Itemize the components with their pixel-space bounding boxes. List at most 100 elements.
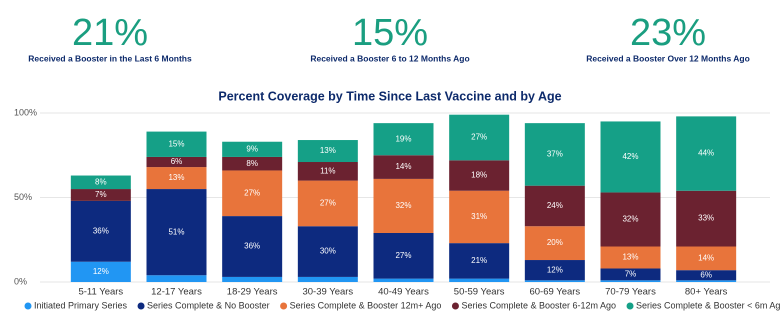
- bar-segment: [146, 189, 207, 276]
- bar-segment: [146, 275, 207, 282]
- bar-segment: [676, 280, 737, 282]
- data-label: 24%: [547, 201, 563, 210]
- legend-label: Series Complete & Booster 12m+ Ago: [290, 300, 442, 310]
- bar-segment: [524, 260, 585, 281]
- x-tick-label: 60-69 Years: [529, 287, 580, 298]
- legend-swatch: [451, 302, 459, 310]
- bar-segment: [449, 114, 510, 161]
- bar-segment: [449, 160, 510, 191]
- legend-label: Series Complete & Booster < 6m Ago: [636, 300, 780, 310]
- bar-segment: [297, 180, 358, 227]
- bar-segment: [70, 261, 131, 282]
- x-tick-label: 5-11 Years: [78, 287, 123, 298]
- data-label: 27%: [244, 188, 260, 197]
- data-label: 6%: [171, 157, 183, 166]
- data-label: 32%: [622, 215, 638, 224]
- bar-segment: [70, 189, 131, 201]
- data-label: 30%: [320, 247, 336, 256]
- data-label: 8%: [95, 177, 107, 186]
- bar-segment: [222, 170, 283, 217]
- bar-segment: [297, 162, 358, 181]
- kpi-value: 21%: [72, 12, 148, 54]
- data-label: 31%: [471, 212, 487, 221]
- bar-segment: [373, 232, 434, 279]
- bar-segment: [524, 123, 585, 186]
- data-label: 32%: [395, 201, 411, 210]
- data-label: 14%: [698, 253, 714, 262]
- data-label: 37%: [547, 150, 563, 159]
- bar-segment: [676, 116, 737, 191]
- bar-segment: [373, 278, 434, 282]
- data-label: 51%: [168, 227, 184, 236]
- x-tick-label: 30-39 Years: [302, 287, 353, 298]
- data-label: 12%: [547, 265, 563, 274]
- bar-segment: [676, 190, 737, 247]
- data-label: 6%: [700, 270, 712, 279]
- data-label: 44%: [698, 149, 714, 158]
- bar-segment: [600, 246, 661, 269]
- bar-segment: [146, 131, 207, 157]
- kpi-value: 15%: [352, 12, 428, 54]
- data-label: 21%: [471, 256, 487, 265]
- data-label: 12%: [93, 267, 109, 276]
- data-label: 27%: [395, 251, 411, 260]
- bar-segment: [600, 192, 661, 247]
- data-label: 18%: [471, 171, 487, 180]
- bar-segment: [222, 156, 283, 171]
- bar-segment: [70, 200, 131, 262]
- data-label: 27%: [320, 199, 336, 208]
- bar-segment: [373, 155, 434, 179]
- bar-segment: [600, 268, 661, 281]
- bar-segment: [449, 190, 510, 244]
- data-label: 13%: [622, 253, 638, 262]
- data-label: 13%: [168, 173, 184, 182]
- data-label: 13%: [320, 146, 336, 155]
- kpi-label: Received a Booster Over 12 Months Ago: [586, 53, 750, 63]
- kpi-label: Received a Booster in the Last 6 Months: [28, 53, 192, 63]
- bar-segment: [222, 141, 283, 157]
- data-label: 9%: [246, 144, 258, 153]
- bar-segment: [297, 140, 358, 163]
- data-label: 20%: [547, 238, 563, 247]
- x-tick-label: 12-17 Years: [151, 287, 202, 298]
- kpi-value: 23%: [630, 12, 706, 54]
- kpi-label: Received a Booster 6 to 12 Months Ago: [310, 53, 469, 63]
- bar-segment: [676, 270, 737, 281]
- data-label: 33%: [698, 214, 714, 223]
- data-label: 11%: [320, 166, 335, 175]
- bar-segment: [373, 123, 434, 156]
- data-label: 7%: [625, 270, 637, 279]
- bar-segment: [222, 276, 283, 282]
- chart-title: Percent Coverage by Time Since Last Vacc…: [218, 89, 561, 103]
- bar-segment: [297, 226, 358, 277]
- bar-segment: [524, 185, 585, 227]
- data-label: 19%: [395, 134, 411, 143]
- bar-segment: [600, 121, 661, 193]
- x-tick-label: 80+ Years: [685, 287, 728, 298]
- y-tick-label: 0%: [14, 276, 27, 286]
- bar-segment: [600, 280, 661, 282]
- data-label: 7%: [95, 190, 107, 199]
- legend-swatch: [280, 302, 288, 310]
- x-tick-label: 40-49 Years: [378, 287, 429, 298]
- x-tick-label: 18-29 Years: [227, 287, 278, 298]
- x-tick-label: 50-59 Years: [454, 287, 505, 298]
- y-tick-label: 100%: [14, 107, 37, 117]
- bar-segment: [449, 243, 510, 279]
- data-label: 42%: [622, 152, 638, 161]
- y-tick-label: 50%: [14, 192, 32, 202]
- bar-segment: [297, 276, 358, 282]
- bar-segment: [449, 278, 510, 282]
- bar-segment: [373, 178, 434, 233]
- data-label: 27%: [471, 133, 487, 142]
- legend-label: Initiated Primary Series: [34, 300, 128, 310]
- bar-segment: [222, 216, 283, 277]
- legend-label: Series Complete & No Booster: [147, 300, 270, 310]
- data-label: 8%: [246, 159, 258, 168]
- bar-segment: [524, 226, 585, 261]
- legend-label: Series Complete & Booster 6-12m Ago: [461, 300, 616, 310]
- data-label: 14%: [395, 162, 411, 171]
- bar-segment: [676, 246, 737, 271]
- bar-segment: [70, 175, 131, 190]
